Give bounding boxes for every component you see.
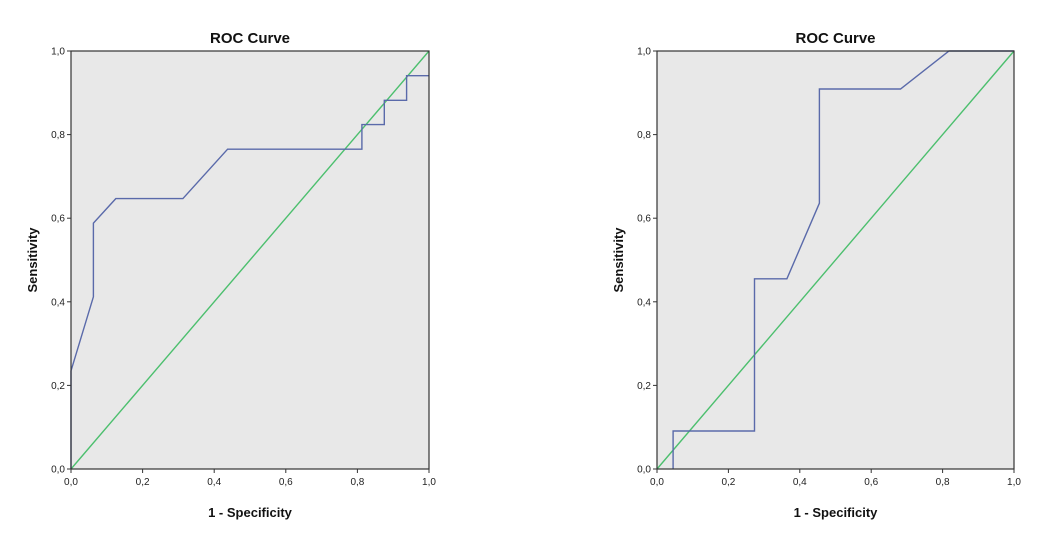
x-tick-label: 0,4 [207, 477, 221, 488]
y-tick-label: 0,2 [51, 381, 65, 392]
y-tick-label: 0,8 [51, 130, 65, 141]
x-axis-label: 1 - Specificity [794, 505, 879, 520]
x-axis-label: 1 - Specificity [208, 505, 293, 520]
x-tick-label: 0,2 [721, 477, 735, 488]
x-tick-label: 0,6 [279, 477, 293, 488]
roc-curve [70, 74, 429, 469]
roc-chart-1: 0,0 0,2 0,4 0,6 0,8 1,0 0,0 0,2 0,4 0,6 0,8 1,0 ROC … [25, 30, 436, 520]
plot-frame [70, 50, 430, 470]
plot-frame [656, 50, 1015, 470]
y-tick-label: 1,0 [51, 47, 65, 58]
x-tick-label: 0,2 [136, 477, 150, 488]
y-axis-label: Sensitivity [25, 227, 40, 293]
roc-chart-2: 0,0 0,2 0,4 0,6 0,8 1,0 0,0 0,2 0,4 0,6 0,8 1,0 ROC … [611, 30, 1021, 520]
y-tick-label: 0,4 [637, 297, 651, 308]
reference-line [70, 50, 430, 470]
y-tick-label: 0,2 [637, 381, 651, 392]
y-axis-label: Sensitivity [611, 227, 626, 293]
y-tick-label: 0,0 [51, 465, 65, 476]
x-tick-label: 0,8 [936, 477, 950, 488]
roc-curve [672, 50, 1014, 469]
x-tick-label: 0,6 [864, 477, 878, 488]
x-tick-label: 1,0 [1007, 477, 1021, 488]
y-tick-label: 0,6 [637, 214, 651, 225]
x-tick-label: 0,4 [793, 477, 807, 488]
y-tick-label: 1,0 [637, 47, 651, 58]
chart-title: ROC Curve [795, 30, 875, 47]
x-tick-label: 0,8 [350, 477, 364, 488]
reference-line [656, 50, 1015, 470]
chart-title: ROC Curve [210, 30, 290, 47]
y-tick-label: 0,6 [51, 214, 65, 225]
x-tick-label: 0,0 [650, 477, 664, 488]
x-tick-label: 1,0 [422, 477, 436, 488]
y-tick-label: 0,8 [637, 130, 651, 141]
x-tick-label: 0,0 [64, 477, 78, 488]
y-tick-label: 0,4 [51, 297, 65, 308]
y-tick-label: 0,0 [637, 465, 651, 476]
